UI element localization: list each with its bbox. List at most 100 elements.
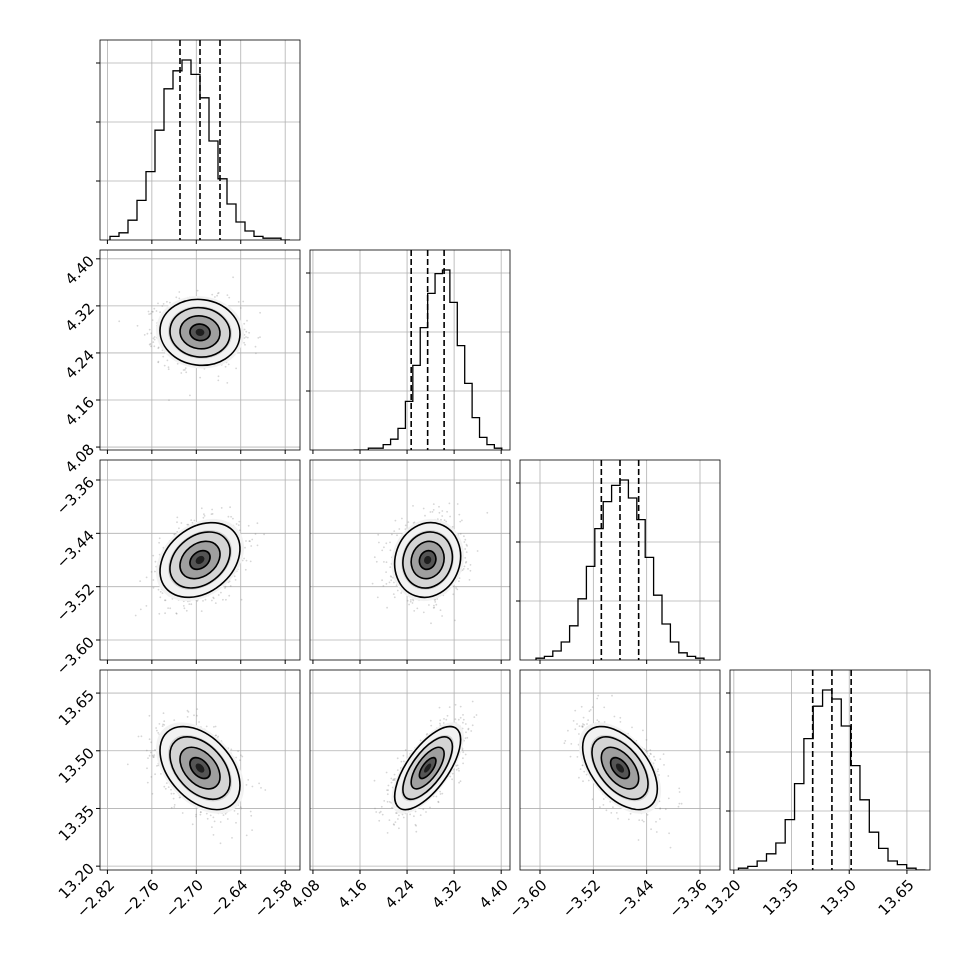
- scatter-point: [150, 332, 153, 335]
- scatter-point: [245, 336, 247, 338]
- scatter-point: [441, 792, 444, 795]
- scatter-point: [439, 719, 442, 722]
- scatter-point: [199, 376, 202, 379]
- scatter-point: [163, 785, 166, 788]
- histogram-step: [109, 59, 290, 240]
- scatter-point: [158, 723, 161, 725]
- panel-1-0: [96, 249, 301, 454]
- scatter-point: [220, 507, 223, 509]
- contour-line: [410, 540, 445, 580]
- scatter-point: [465, 551, 468, 553]
- scatter-point: [259, 336, 261, 338]
- scatter-point: [212, 816, 215, 819]
- scatter-point: [371, 582, 374, 585]
- panel-frame: [99, 669, 301, 871]
- scatter-point: [383, 546, 385, 549]
- scatter-point: [166, 300, 168, 303]
- scatter-point: [230, 515, 233, 518]
- contour-line: [189, 323, 211, 342]
- scatter-point: [251, 538, 254, 541]
- scatter-point: [134, 614, 137, 617]
- scatter-point: [464, 548, 467, 550]
- scatter-point: [377, 533, 380, 536]
- scatter-point: [462, 568, 465, 570]
- scatter-point: [486, 511, 489, 514]
- scatter-point: [256, 522, 259, 525]
- scatter-point: [258, 782, 260, 785]
- scatter-point: [411, 602, 414, 604]
- scatter-point: [137, 735, 140, 738]
- scatter-point: [161, 725, 164, 727]
- scatter-point: [172, 792, 175, 795]
- scatter-point: [254, 345, 257, 348]
- scatter-point: [396, 589, 399, 592]
- scatter-point: [175, 612, 178, 615]
- scatter-point: [263, 533, 265, 536]
- scatter-point: [148, 754, 151, 757]
- scatter-point: [243, 341, 246, 344]
- panel-frame: [519, 459, 721, 661]
- scatter-point: [376, 596, 379, 599]
- scatter-point: [167, 607, 170, 609]
- contour-line: [169, 306, 231, 358]
- scatter-point: [389, 549, 392, 552]
- scatter-point: [157, 588, 160, 591]
- panel-3-0: [96, 669, 301, 874]
- scatter-point: [217, 375, 220, 378]
- scatter-point: [264, 789, 267, 791]
- scatter-point: [245, 559, 248, 562]
- scatter-point: [217, 594, 220, 596]
- scatter-point: [396, 534, 398, 537]
- scatter-point: [163, 364, 166, 367]
- contour-line: [179, 315, 221, 350]
- scatter-point: [431, 511, 434, 513]
- scatter-point: [178, 297, 181, 300]
- scatter-point: [434, 601, 437, 603]
- scatter-point: [215, 734, 218, 737]
- scatter-point: [191, 823, 194, 826]
- scatter-point: [232, 517, 234, 520]
- scatter-point: [383, 561, 385, 563]
- contour-line: [402, 531, 454, 589]
- scatter-point: [440, 518, 442, 521]
- scatter-point: [211, 599, 213, 602]
- scatter-point: [157, 361, 160, 364]
- panel-frame: [99, 39, 301, 241]
- scatter-point: [146, 781, 149, 784]
- contour-line: [189, 549, 211, 571]
- scatter-point: [156, 765, 158, 767]
- scatter-point: [140, 735, 143, 738]
- scatter-point: [461, 519, 463, 522]
- scatter-point: [250, 545, 253, 547]
- scatter-point: [182, 369, 185, 371]
- scatter-point: [391, 533, 393, 536]
- scatter-point: [224, 812, 227, 815]
- scatter-point: [458, 769, 460, 772]
- scatter-point: [441, 510, 444, 512]
- scatter-point: [439, 609, 442, 612]
- panel-2-2: [516, 459, 721, 664]
- scatter-point: [413, 610, 416, 612]
- scatter-point: [429, 806, 431, 809]
- scatter-point: [153, 307, 156, 310]
- scatter-point: [152, 756, 155, 759]
- contour-line: [159, 521, 241, 599]
- scatter-point: [464, 737, 467, 739]
- scatter-point: [248, 540, 251, 542]
- scatter-point: [390, 576, 393, 578]
- scatter-point: [476, 550, 479, 552]
- scatter-point: [236, 813, 239, 815]
- scatter-point: [153, 338, 156, 341]
- scatter-point: [229, 506, 232, 509]
- scatter-point: [464, 561, 467, 564]
- scatter-point: [407, 521, 410, 523]
- scatter-point: [441, 515, 444, 517]
- scatter-point: [161, 305, 164, 307]
- scatter-point: [228, 594, 231, 597]
- panel-content: [118, 276, 261, 401]
- scatter-point: [416, 607, 419, 610]
- scatter-point: [240, 754, 242, 757]
- scatter-point: [243, 328, 246, 331]
- scatter-point: [459, 533, 462, 535]
